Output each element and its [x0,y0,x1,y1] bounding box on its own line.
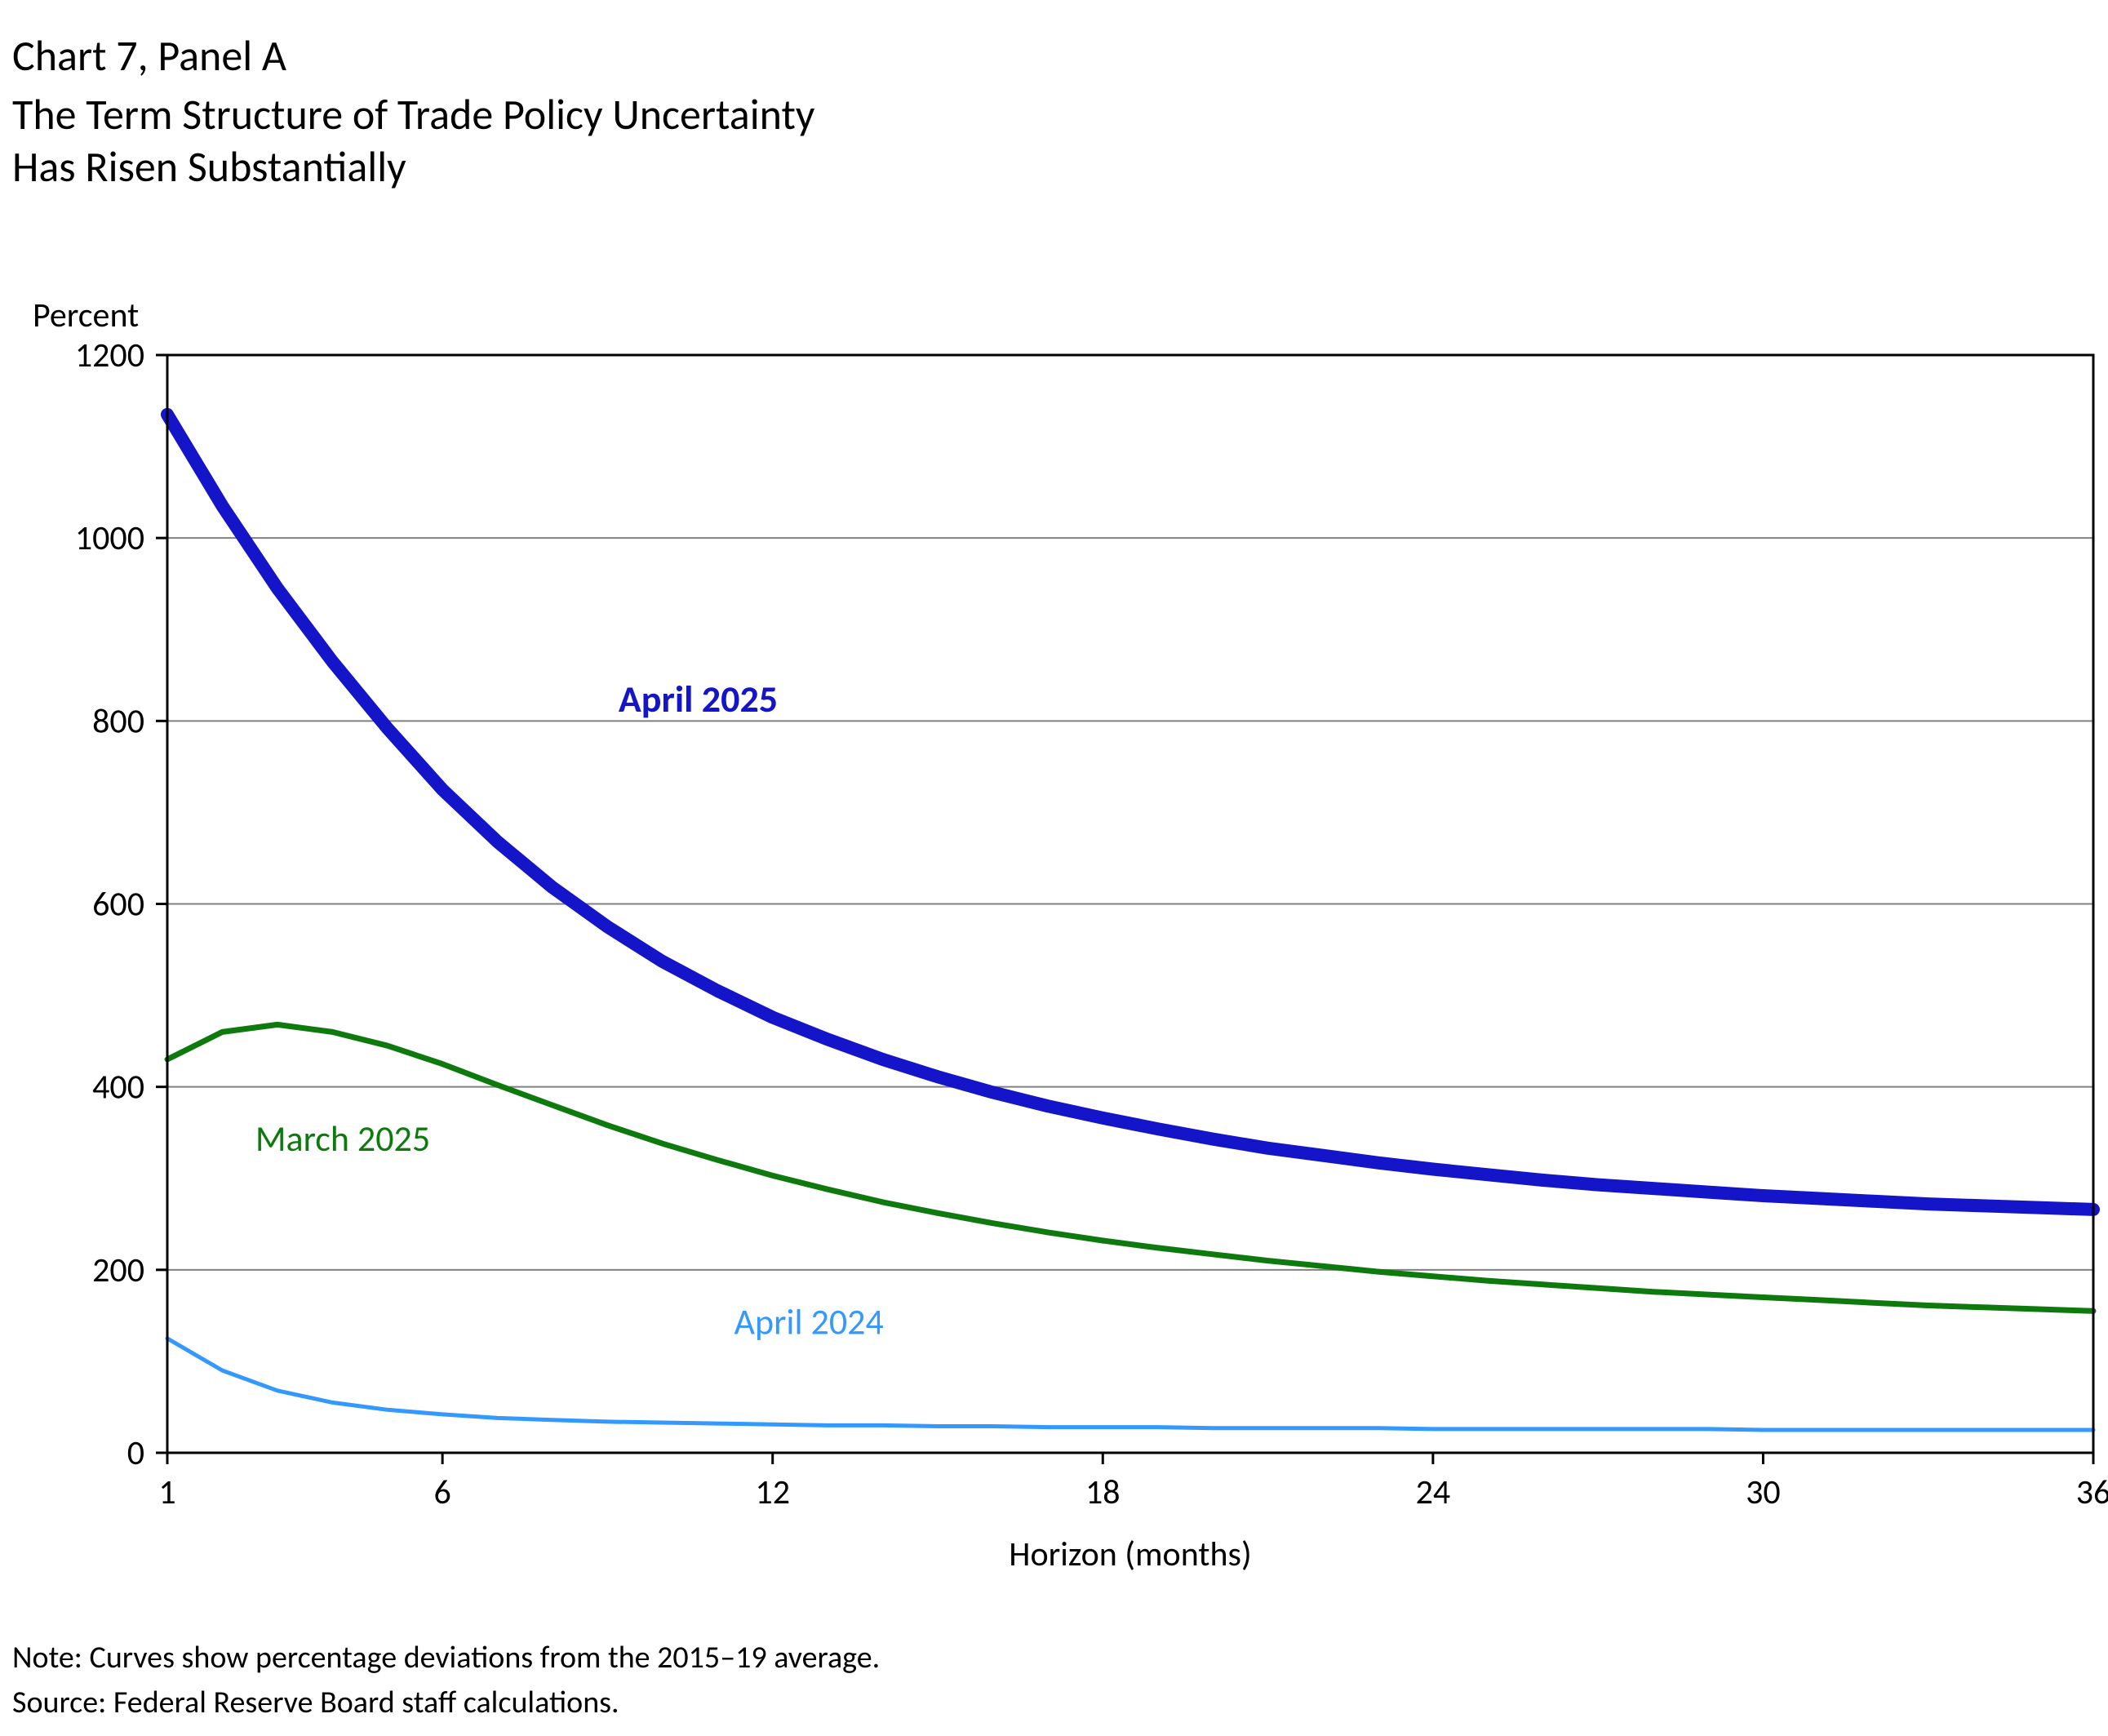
x-tick-label: 18 [1085,1472,1121,1513]
x-tick-label: 30 [1746,1472,1781,1513]
x-tick-label: 1 [158,1472,175,1513]
chart-container: Chart 7, Panel A The Term Structure of Tr… [0,0,2108,1736]
title-line3: Has Risen Substantially [12,140,406,193]
x-tick-label: 24 [1416,1472,1451,1513]
series-label-april_2024: April 2024 [734,1299,884,1343]
title-line1: Chart 7, Panel A [12,29,286,82]
y-tick-label: 1200 [75,335,144,376]
x-tick-label: 36 [2076,1472,2108,1513]
footnote-line2: Source: Federal Reserve Board staff calc… [12,1684,619,1721]
series-label-march_2025: March 2025 [255,1117,430,1161]
line-chart: Chart 7, Panel A The Term Structure of Tr… [0,0,2108,1736]
x-tick-label: 12 [755,1472,790,1513]
title-line2: The Term Structure of Trade Policy Uncer… [12,88,815,140]
y-tick-label: 600 [92,884,144,926]
x-tick-label: 6 [433,1472,450,1513]
x-axis-title: Horizon (months) [1009,1534,1251,1575]
series-label-april_2025: April 2025 [619,677,778,722]
y-tick-label: 800 [92,700,144,742]
y-axis-label: Percent [33,295,139,336]
y-tick-label: 200 [92,1250,144,1291]
y-tick-label: 400 [92,1067,144,1108]
y-tick-label: 0 [127,1432,144,1474]
y-tick-label: 1000 [75,517,144,559]
footnote-line1: Note: Curves show percentage deviations … [12,1639,880,1676]
